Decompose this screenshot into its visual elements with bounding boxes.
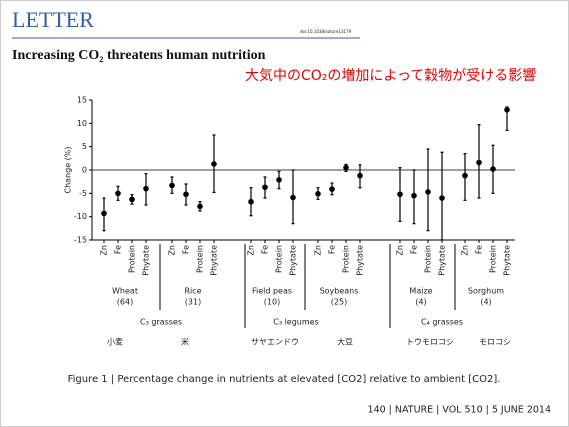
supergroup-label: C₃ grasses (140, 318, 182, 327)
supergroup-label: C₄ grasses (421, 318, 463, 327)
local-name: モロコシ (479, 338, 511, 347)
x-tick-label: Zn (461, 245, 470, 256)
y-tick-label: -10 (74, 212, 87, 221)
x-tick-label: Protein (342, 245, 351, 273)
local-name: 小麦 (107, 337, 123, 347)
crop-n: (64) (117, 298, 133, 307)
footer: 140 | NATURE | VOL 510 | 5 JUNE 2014 (368, 405, 551, 416)
x-tick-label: Protein (196, 245, 205, 273)
crop-name: Rice (184, 287, 201, 296)
x-tick-label: Protein (489, 245, 498, 273)
point (143, 185, 149, 192)
y-tick-label: -5 (79, 189, 87, 198)
y-tick-label: 0 (82, 166, 87, 175)
local-name: 米 (181, 337, 189, 347)
point (425, 189, 431, 195)
point (357, 172, 363, 179)
point (315, 191, 321, 197)
x-tick-label: Fe (182, 245, 191, 254)
caption: Figure 1 | Percentage change in nutrient… (68, 374, 501, 385)
crop-n: (25) (331, 298, 347, 307)
doi: doi:10.1038/nature13179 (300, 29, 352, 34)
crop-name: Wheat (112, 287, 138, 296)
crop-name: Sorghum (468, 287, 504, 296)
x-tick-label: Phytate (438, 245, 447, 276)
x-tick-label: Phytate (503, 245, 512, 276)
point (276, 177, 282, 183)
annotation: 大気中のCO₂の増加によって穀物が受ける影響 (245, 67, 536, 84)
x-tick-label: Protein (275, 245, 284, 273)
point (101, 210, 107, 217)
crop-n: (31) (185, 298, 201, 307)
x-tick-label: Phytate (356, 245, 365, 276)
point (115, 190, 121, 197)
crop-name: Field peas (252, 287, 292, 296)
point (129, 196, 135, 203)
y-axis-label: Change (%) (64, 146, 73, 193)
point (290, 194, 296, 201)
x-tick-label: Phytate (289, 245, 298, 276)
crop-n: (4) (480, 298, 491, 307)
title: Increasing CO₂ threatens human nutrition (12, 48, 266, 63)
x-tick-label: Protein (128, 245, 137, 273)
x-tick-label: Phytate (142, 245, 151, 276)
local-name: トウモロコシ (406, 338, 454, 347)
point (476, 159, 482, 166)
point (490, 166, 496, 172)
x-tick-label: Zn (396, 245, 405, 256)
point (262, 184, 268, 191)
supergroup-label: C₃ legumes (273, 318, 319, 327)
crop-n: (10) (264, 298, 280, 307)
x-tick-label: Fe (261, 245, 270, 254)
x-tick-label: Fe (328, 245, 337, 254)
point (197, 203, 203, 210)
point (211, 161, 217, 167)
x-tick-label: Zn (100, 245, 109, 256)
point (411, 192, 417, 199)
point (462, 172, 468, 179)
y-tick-label: 10 (77, 119, 87, 128)
local-name: 大豆 (337, 337, 353, 347)
point (183, 191, 189, 198)
y-tick-label: 5 (82, 142, 87, 151)
point (169, 182, 175, 189)
x-tick-label: Fe (410, 245, 419, 254)
point (248, 198, 254, 205)
local-name: サヤエンドウ (251, 338, 299, 347)
crop-n: (4) (415, 298, 426, 307)
point (439, 195, 445, 201)
y-tick-label: 15 (77, 96, 87, 105)
y-tick-label: -15 (74, 236, 87, 245)
point (343, 164, 349, 171)
x-tick-label: Fe (475, 245, 484, 254)
journal: LETTER (12, 7, 94, 32)
point (329, 186, 335, 192)
x-tick-label: Zn (168, 245, 177, 256)
x-tick-label: Protein (424, 245, 433, 273)
x-tick-label: Phytate (210, 245, 219, 276)
point (397, 191, 403, 198)
x-tick-label: Zn (247, 245, 256, 256)
point (504, 107, 510, 113)
crop-name: Maize (409, 287, 432, 296)
crop-name: Soybeans (320, 287, 359, 296)
x-tick-label: Zn (314, 245, 323, 256)
x-tick-label: Fe (114, 245, 123, 254)
